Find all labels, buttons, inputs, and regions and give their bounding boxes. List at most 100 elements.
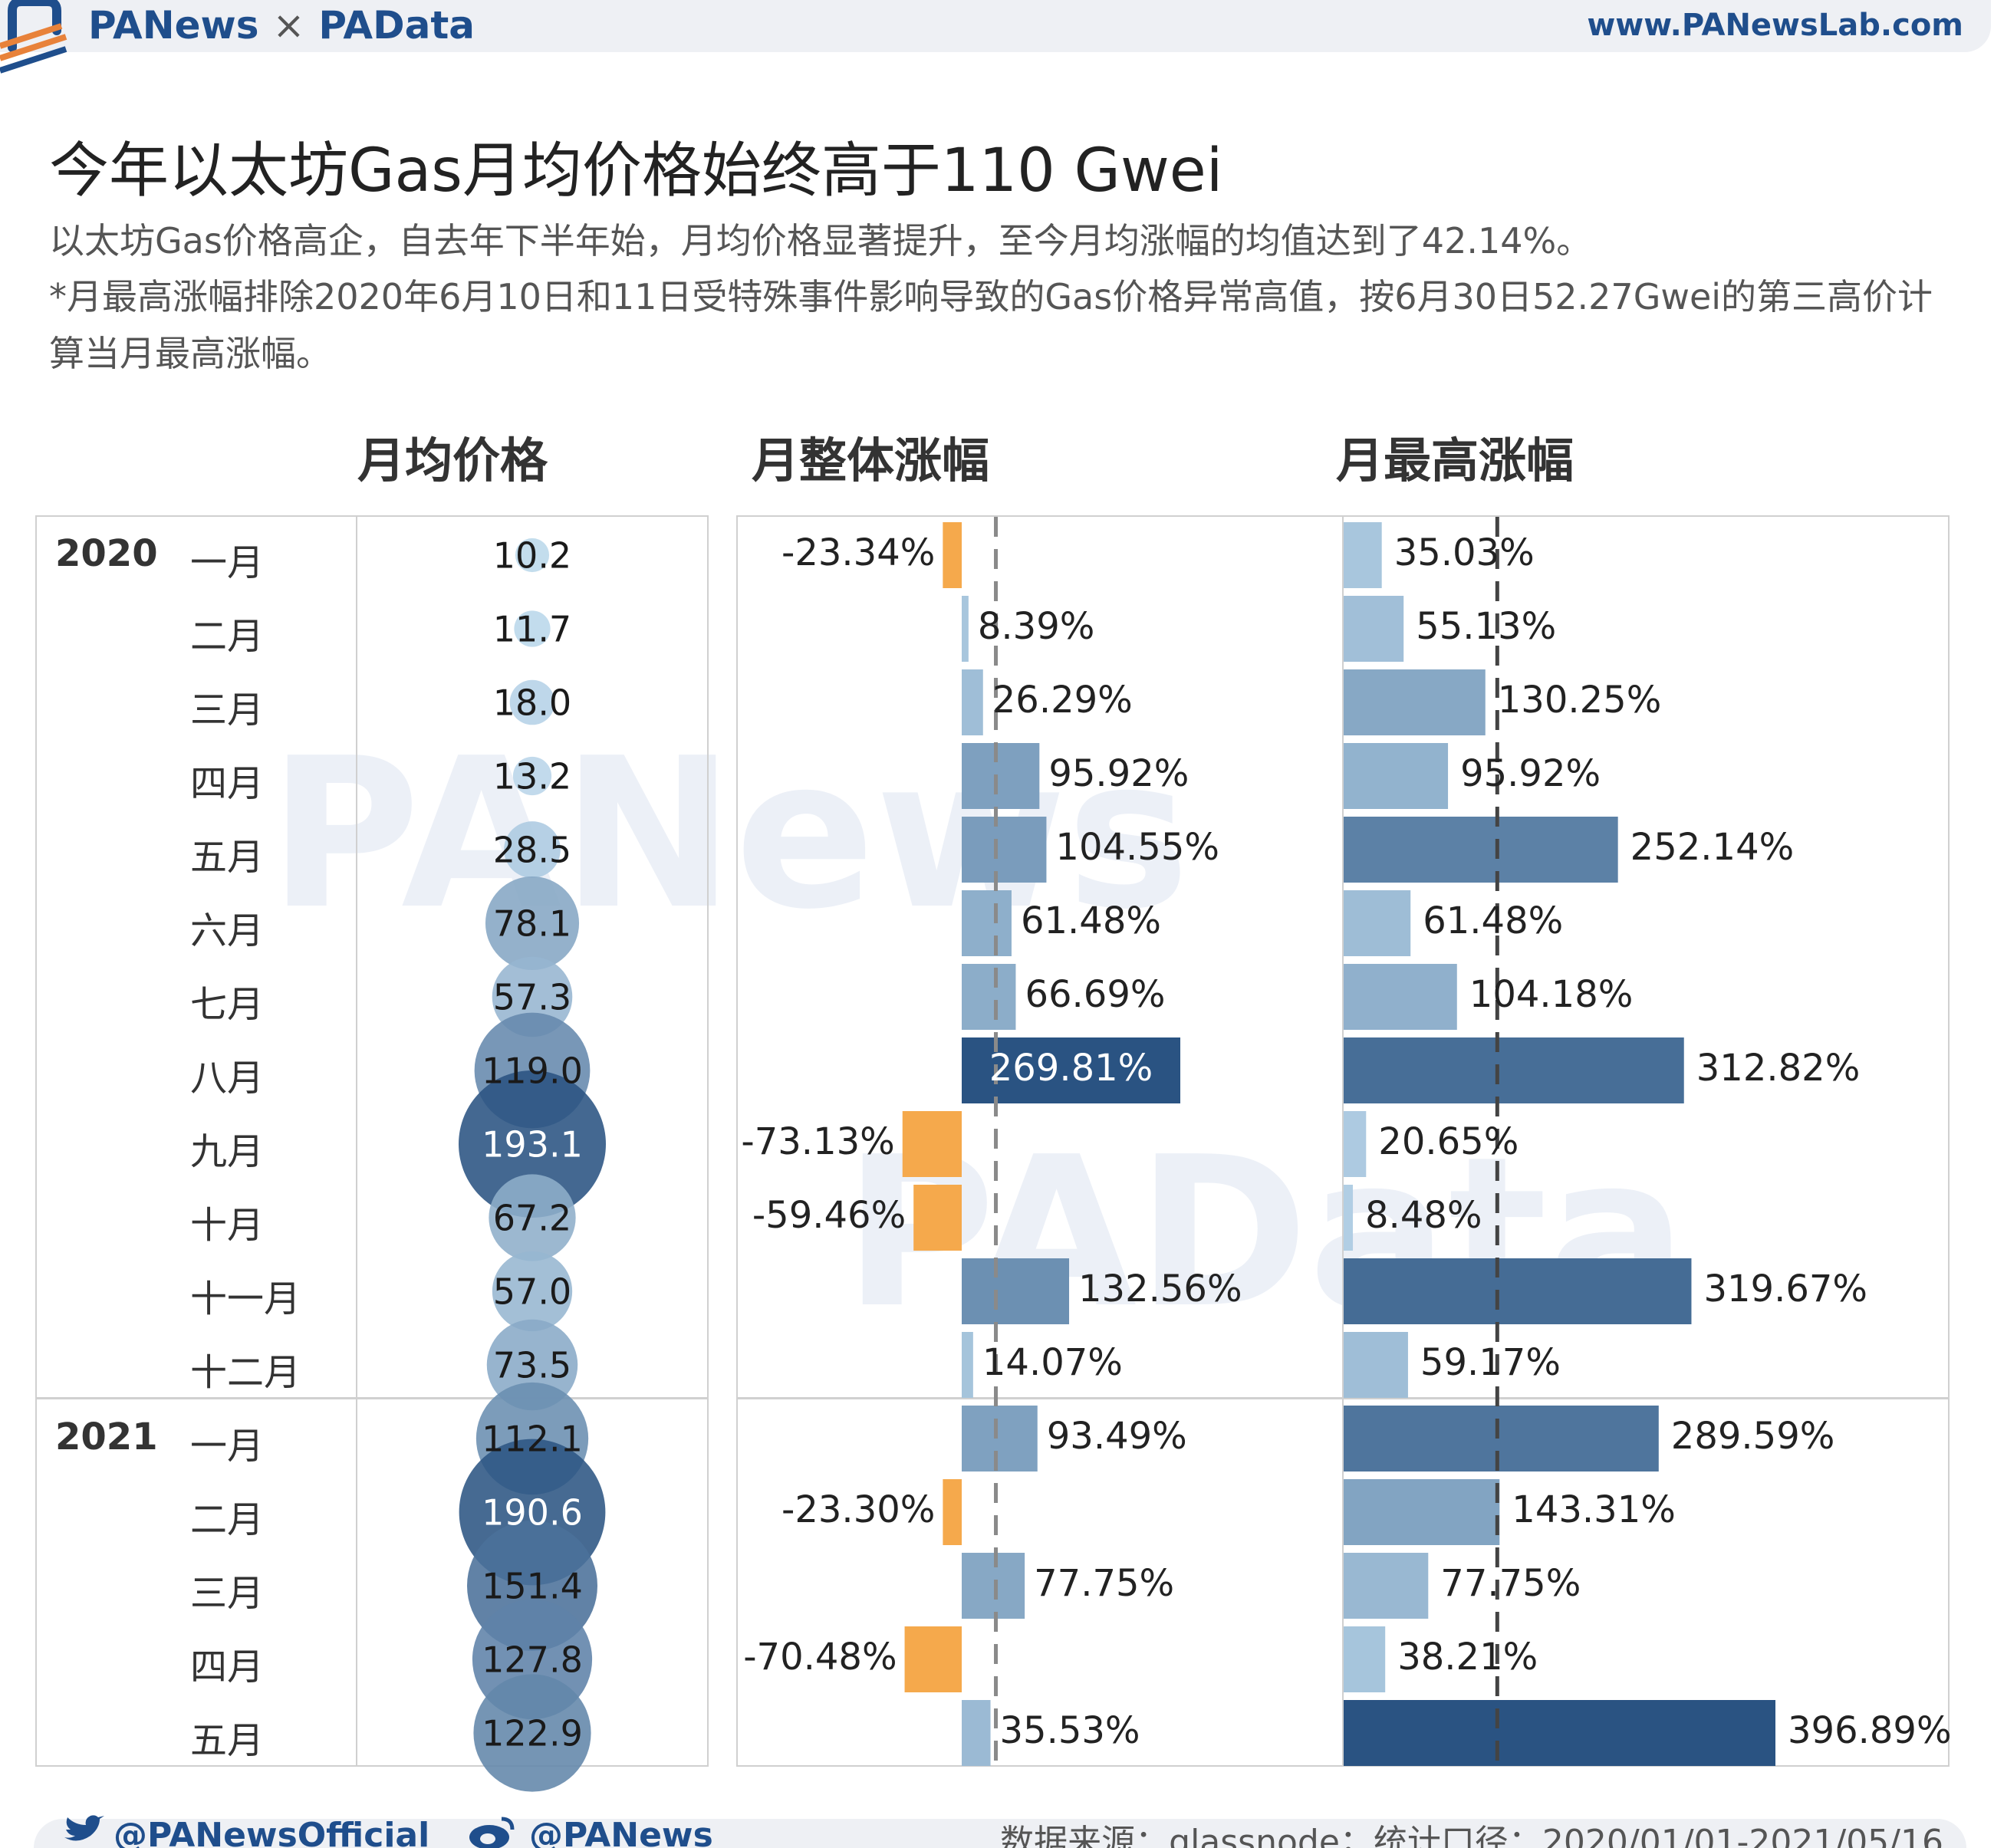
overall-label: -59.46% bbox=[752, 1194, 906, 1237]
month-label: 四月 bbox=[190, 1646, 265, 1689]
overall-bar bbox=[962, 1332, 973, 1398]
price-label: 73.5 bbox=[493, 1345, 571, 1386]
overall-bar bbox=[962, 669, 983, 735]
price-label: 78.1 bbox=[493, 903, 571, 945]
price-label: 13.2 bbox=[493, 756, 571, 797]
max-change-label: 35.03% bbox=[1394, 531, 1535, 574]
col-title-overall-change: 月整体涨幅 bbox=[752, 432, 990, 488]
overall-bar-negative bbox=[904, 1626, 962, 1692]
twitter-icon bbox=[64, 1815, 104, 1841]
max-change-bar bbox=[1344, 522, 1382, 588]
overall-label: 14.07% bbox=[982, 1341, 1123, 1384]
month-label: 三月 bbox=[190, 689, 265, 732]
month-label: 七月 bbox=[190, 983, 265, 1026]
max-change-label: 143.31% bbox=[1512, 1488, 1676, 1531]
month-label: 六月 bbox=[190, 909, 265, 952]
overall-bar bbox=[962, 1037, 1180, 1103]
brand-separator: × bbox=[272, 3, 305, 48]
month-label: 十一月 bbox=[190, 1277, 301, 1320]
max-change-label: 77.75% bbox=[1440, 1562, 1581, 1605]
overall-label: 26.29% bbox=[992, 679, 1133, 722]
price-label: 11.7 bbox=[493, 609, 571, 650]
month-label: 四月 bbox=[190, 762, 265, 805]
max-change-bar bbox=[1344, 1332, 1408, 1398]
footer: @PANewsOfficial @PANews 数据来源：glassnode；统… bbox=[0, 1811, 1994, 1848]
max-change-label: 38.21% bbox=[1397, 1636, 1538, 1679]
top-bar: PANews × PAData www.PANewsLab.com bbox=[0, 0, 1994, 74]
brand-title: PANews × PAData bbox=[88, 3, 475, 48]
max-change-label: 95.92% bbox=[1460, 752, 1601, 795]
brand-panews: PANews bbox=[88, 3, 259, 48]
brand-padata: PAData bbox=[318, 3, 475, 48]
year-divider-left bbox=[35, 1397, 709, 1399]
max-change-bar bbox=[1344, 743, 1449, 809]
price-label: 67.2 bbox=[493, 1198, 571, 1239]
panel-divider-changes bbox=[1342, 515, 1344, 1767]
overall-bar-negative bbox=[902, 1111, 962, 1177]
max-change-bar bbox=[1344, 1406, 1659, 1471]
price-label: 28.5 bbox=[493, 830, 571, 871]
chart-note: *月最高涨幅排除2020年6月10日和11日受特殊事件影响导致的Gas价格异常高… bbox=[49, 276, 1933, 374]
max-change-bar bbox=[1344, 1479, 1500, 1545]
max-change-label: 312.82% bbox=[1696, 1047, 1861, 1090]
month-label: 八月 bbox=[190, 1057, 265, 1100]
month-label: 十二月 bbox=[190, 1351, 301, 1394]
max-change-bar bbox=[1344, 964, 1457, 1030]
price-bubble bbox=[492, 1251, 573, 1332]
overall-label: 35.53% bbox=[1000, 1709, 1140, 1752]
max-change-bar bbox=[1344, 1037, 1684, 1103]
panews-logo-icon bbox=[0, 0, 67, 74]
month-label: 一月 bbox=[190, 1425, 265, 1468]
overall-bar bbox=[962, 743, 1040, 809]
max-change-label: 8.48% bbox=[1365, 1194, 1482, 1237]
year-divider-right bbox=[736, 1397, 1950, 1399]
site-url[interactable]: www.PANewsLab.com bbox=[1587, 8, 1963, 43]
overall-bar-negative bbox=[943, 522, 962, 588]
overall-bar bbox=[962, 1406, 1038, 1471]
month-label: 一月 bbox=[190, 541, 265, 584]
panel-avg-price bbox=[35, 515, 709, 1767]
month-label: 二月 bbox=[190, 615, 265, 658]
weibo-icon bbox=[469, 1817, 515, 1848]
max-change-label: 104.18% bbox=[1469, 973, 1634, 1016]
year-label: 2021 bbox=[55, 1416, 158, 1458]
overall-bar bbox=[962, 1553, 1025, 1619]
price-bubble bbox=[485, 876, 580, 971]
month-label: 二月 bbox=[190, 1498, 265, 1541]
price-label: 57.3 bbox=[493, 977, 571, 1018]
price-bubble bbox=[459, 1070, 606, 1218]
col-title-avg-price: 月均价格 bbox=[357, 432, 548, 488]
price-label: 151.4 bbox=[482, 1566, 583, 1607]
price-label: 190.6 bbox=[482, 1492, 583, 1534]
price-label: 18.0 bbox=[493, 682, 571, 724]
overall-label: -73.13% bbox=[741, 1120, 894, 1163]
max-change-bar bbox=[1344, 1553, 1429, 1619]
month-label: 三月 bbox=[190, 1572, 265, 1615]
year-label: 2020 bbox=[55, 532, 158, 575]
overall-label: 8.39% bbox=[978, 605, 1094, 648]
footer-weibo[interactable]: @PANews bbox=[529, 1816, 713, 1848]
max-change-bar bbox=[1344, 1258, 1692, 1324]
top-bar-band bbox=[0, 0, 1991, 52]
price-bubble bbox=[515, 538, 550, 573]
max-change-bar bbox=[1344, 890, 1411, 956]
max-change-bar bbox=[1344, 669, 1486, 735]
price-bubble bbox=[504, 821, 561, 878]
max-change-label: 252.14% bbox=[1630, 826, 1795, 869]
footer-twitter[interactable]: @PANewsOfficial bbox=[114, 1816, 430, 1848]
chart-subtitle: 以太坊Gas价格高企，自去年下半年始，月均价格显著提升，至今月均涨幅的均值达到了… bbox=[49, 220, 1592, 261]
overall-label: 77.75% bbox=[1034, 1562, 1174, 1605]
max-change-label: 319.67% bbox=[1703, 1268, 1867, 1310]
max-change-bar bbox=[1344, 817, 1618, 883]
price-label: 122.9 bbox=[482, 1713, 583, 1754]
col-title-max-change: 月最高涨幅 bbox=[1336, 432, 1574, 488]
max-change-bar bbox=[1344, 1700, 1775, 1766]
chart-title: 今年以太坊Gas月均价格始终高于110 Gwei bbox=[49, 136, 1223, 206]
overall-label: -23.34% bbox=[781, 531, 935, 574]
price-label: 193.1 bbox=[482, 1124, 583, 1166]
overall-bar bbox=[962, 596, 969, 662]
price-label: 119.0 bbox=[482, 1051, 583, 1092]
price-bubble bbox=[512, 756, 552, 796]
overall-bar bbox=[962, 964, 1016, 1030]
